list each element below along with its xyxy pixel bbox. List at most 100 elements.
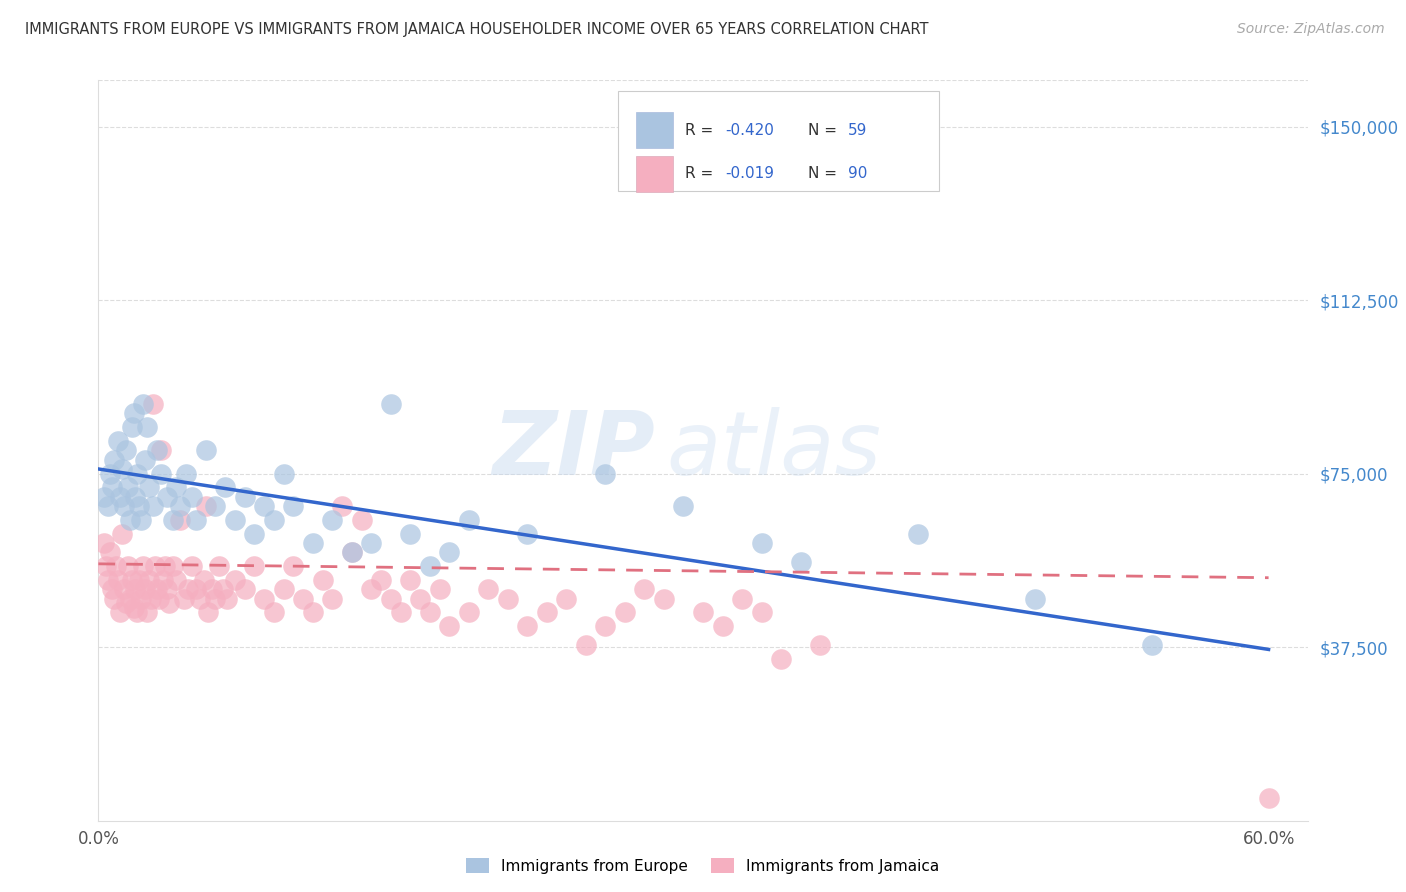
Point xyxy=(595,619,617,633)
Point xyxy=(370,573,392,587)
Text: 59: 59 xyxy=(848,123,868,137)
Point xyxy=(101,480,124,494)
Point xyxy=(243,526,266,541)
Point xyxy=(477,582,499,597)
Point xyxy=(104,559,127,574)
Bar xyxy=(637,156,672,192)
Point xyxy=(212,582,235,597)
Point xyxy=(633,582,655,597)
Point xyxy=(117,559,139,574)
Point xyxy=(292,591,315,606)
Point xyxy=(127,606,149,620)
Point xyxy=(555,591,578,606)
Text: 90: 90 xyxy=(848,166,868,181)
Point xyxy=(1140,638,1163,652)
Point xyxy=(111,462,134,476)
Point xyxy=(224,573,246,587)
Bar xyxy=(637,112,672,148)
Point xyxy=(273,582,295,597)
Point xyxy=(419,606,441,620)
Point xyxy=(124,490,146,504)
Point xyxy=(128,573,150,587)
Point xyxy=(97,573,120,587)
Point xyxy=(142,499,165,513)
Point xyxy=(439,619,461,633)
Point xyxy=(157,596,180,610)
Point xyxy=(224,513,246,527)
Point xyxy=(204,499,226,513)
Point xyxy=(184,513,207,527)
Point xyxy=(131,591,153,606)
Point xyxy=(789,554,811,569)
Point xyxy=(808,638,831,652)
Point xyxy=(132,397,155,411)
Point xyxy=(233,582,256,597)
Point xyxy=(143,559,166,574)
Point xyxy=(98,467,121,481)
Point xyxy=(181,559,204,574)
Point xyxy=(595,467,617,481)
FancyBboxPatch shape xyxy=(619,91,939,191)
Point xyxy=(184,582,207,597)
Text: -0.019: -0.019 xyxy=(724,166,773,181)
Point xyxy=(124,582,146,597)
Point xyxy=(121,420,143,434)
Point xyxy=(1024,591,1046,606)
Point xyxy=(253,499,276,513)
Point xyxy=(177,582,200,597)
Point xyxy=(263,606,285,620)
Point xyxy=(173,591,195,606)
Point xyxy=(340,545,363,559)
Point xyxy=(127,467,149,481)
Point xyxy=(283,499,305,513)
Point xyxy=(108,490,131,504)
Point xyxy=(156,490,179,504)
Point xyxy=(138,480,160,494)
Point xyxy=(97,499,120,513)
Point xyxy=(108,606,131,620)
Point xyxy=(214,480,236,494)
Point xyxy=(162,559,184,574)
Point xyxy=(380,591,402,606)
Text: R =: R = xyxy=(685,166,718,181)
Point xyxy=(536,606,558,620)
Point xyxy=(122,407,145,421)
Point xyxy=(118,591,141,606)
Point xyxy=(389,606,412,620)
Point xyxy=(360,536,382,550)
Point xyxy=(458,513,481,527)
Point xyxy=(148,591,170,606)
Point xyxy=(217,591,239,606)
Point xyxy=(93,490,115,504)
Point xyxy=(321,591,343,606)
Point xyxy=(302,536,325,550)
Point xyxy=(263,513,285,527)
Point xyxy=(360,582,382,597)
Point xyxy=(152,573,174,587)
Point xyxy=(112,582,135,597)
Point xyxy=(117,480,139,494)
Point xyxy=(114,596,136,610)
Point xyxy=(193,573,215,587)
Text: N =: N = xyxy=(808,123,842,137)
Point xyxy=(330,499,353,513)
Point xyxy=(253,591,276,606)
Point xyxy=(204,591,226,606)
Point xyxy=(907,526,929,541)
Point xyxy=(146,443,169,458)
Point xyxy=(101,582,124,597)
Point xyxy=(652,591,675,606)
Text: IMMIGRANTS FROM EUROPE VS IMMIGRANTS FROM JAMAICA HOUSEHOLDER INCOME OVER 65 YEA: IMMIGRANTS FROM EUROPE VS IMMIGRANTS FRO… xyxy=(25,22,929,37)
Point xyxy=(112,499,135,513)
Point xyxy=(111,526,134,541)
Point xyxy=(302,606,325,620)
Point xyxy=(121,573,143,587)
Text: ZIP: ZIP xyxy=(492,407,655,494)
Point xyxy=(96,559,118,574)
Point xyxy=(138,573,160,587)
Point xyxy=(769,651,792,665)
Point xyxy=(429,582,451,597)
Point xyxy=(103,452,125,467)
Point xyxy=(751,606,773,620)
Point xyxy=(731,591,754,606)
